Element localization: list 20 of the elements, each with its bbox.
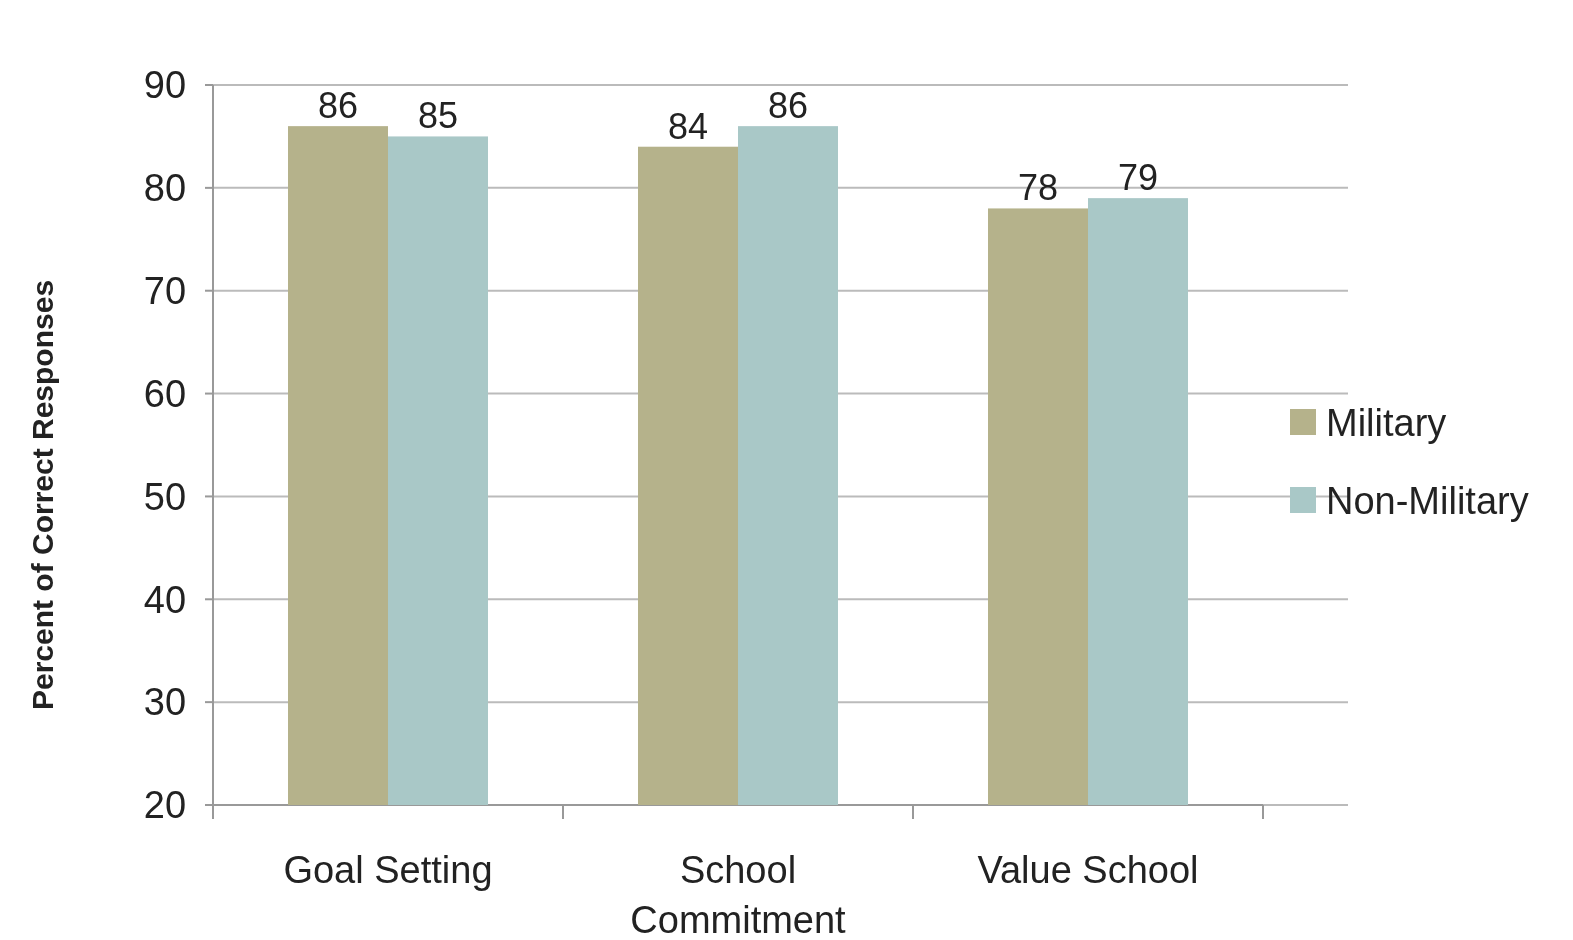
data-label: 84 (667, 105, 709, 147)
data-label: 78 (1017, 167, 1059, 209)
legend-label: Non-Military (1326, 480, 1529, 523)
y-axis-title: Percent of Correct Responses (26, 279, 59, 711)
x-tick-label: Goal Setting (283, 849, 493, 891)
y-tick-label: 30 (143, 681, 187, 724)
y-tick-label: 60 (143, 372, 187, 415)
data-label: 86 (767, 85, 809, 127)
x-tick-label: School Commitment (630, 849, 847, 940)
y-tick-label: 40 (143, 578, 187, 621)
y-tick-label: 50 (143, 475, 187, 518)
y-tick-label: 70 (143, 270, 187, 313)
y-tick-label: 90 (143, 64, 187, 107)
legend-label: Military (1326, 402, 1447, 445)
x-tick-label: Value School (977, 849, 1199, 891)
data-label: 86 (317, 85, 359, 127)
data-label: 79 (1117, 157, 1159, 199)
data-label: 85 (417, 95, 459, 137)
y-tick-label: 20 (143, 784, 187, 827)
y-tick-label: 80 (143, 167, 187, 210)
